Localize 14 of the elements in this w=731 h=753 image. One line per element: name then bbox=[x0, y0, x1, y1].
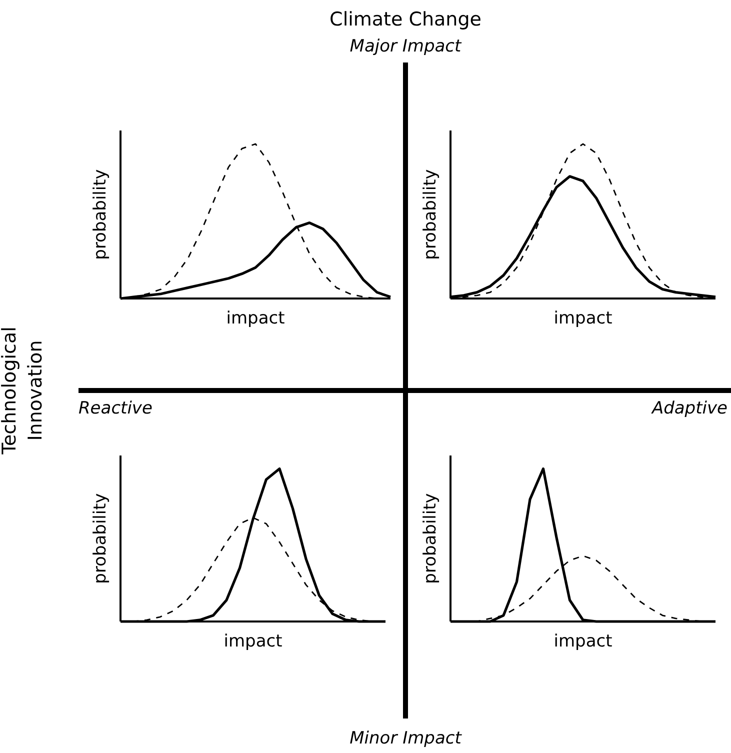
y-axis-title: probability bbox=[90, 169, 110, 260]
text: Reactive bbox=[78, 398, 152, 418]
text: Minor Impact bbox=[350, 728, 463, 748]
x-axis-title: impact bbox=[226, 308, 286, 328]
x-axis-title: impact bbox=[224, 632, 283, 652]
text: Major Impact bbox=[350, 36, 463, 56]
text: Climate Change bbox=[330, 8, 482, 30]
text: Adaptive bbox=[650, 398, 728, 418]
y-axis-title: probability bbox=[420, 169, 440, 260]
y-axis-title: probability bbox=[420, 493, 440, 584]
x-axis-title: impact bbox=[554, 632, 613, 652]
text: Technological Innovation bbox=[0, 326, 47, 456]
x-axis-title: impact bbox=[554, 308, 613, 328]
y-axis-title: probability bbox=[90, 493, 110, 584]
